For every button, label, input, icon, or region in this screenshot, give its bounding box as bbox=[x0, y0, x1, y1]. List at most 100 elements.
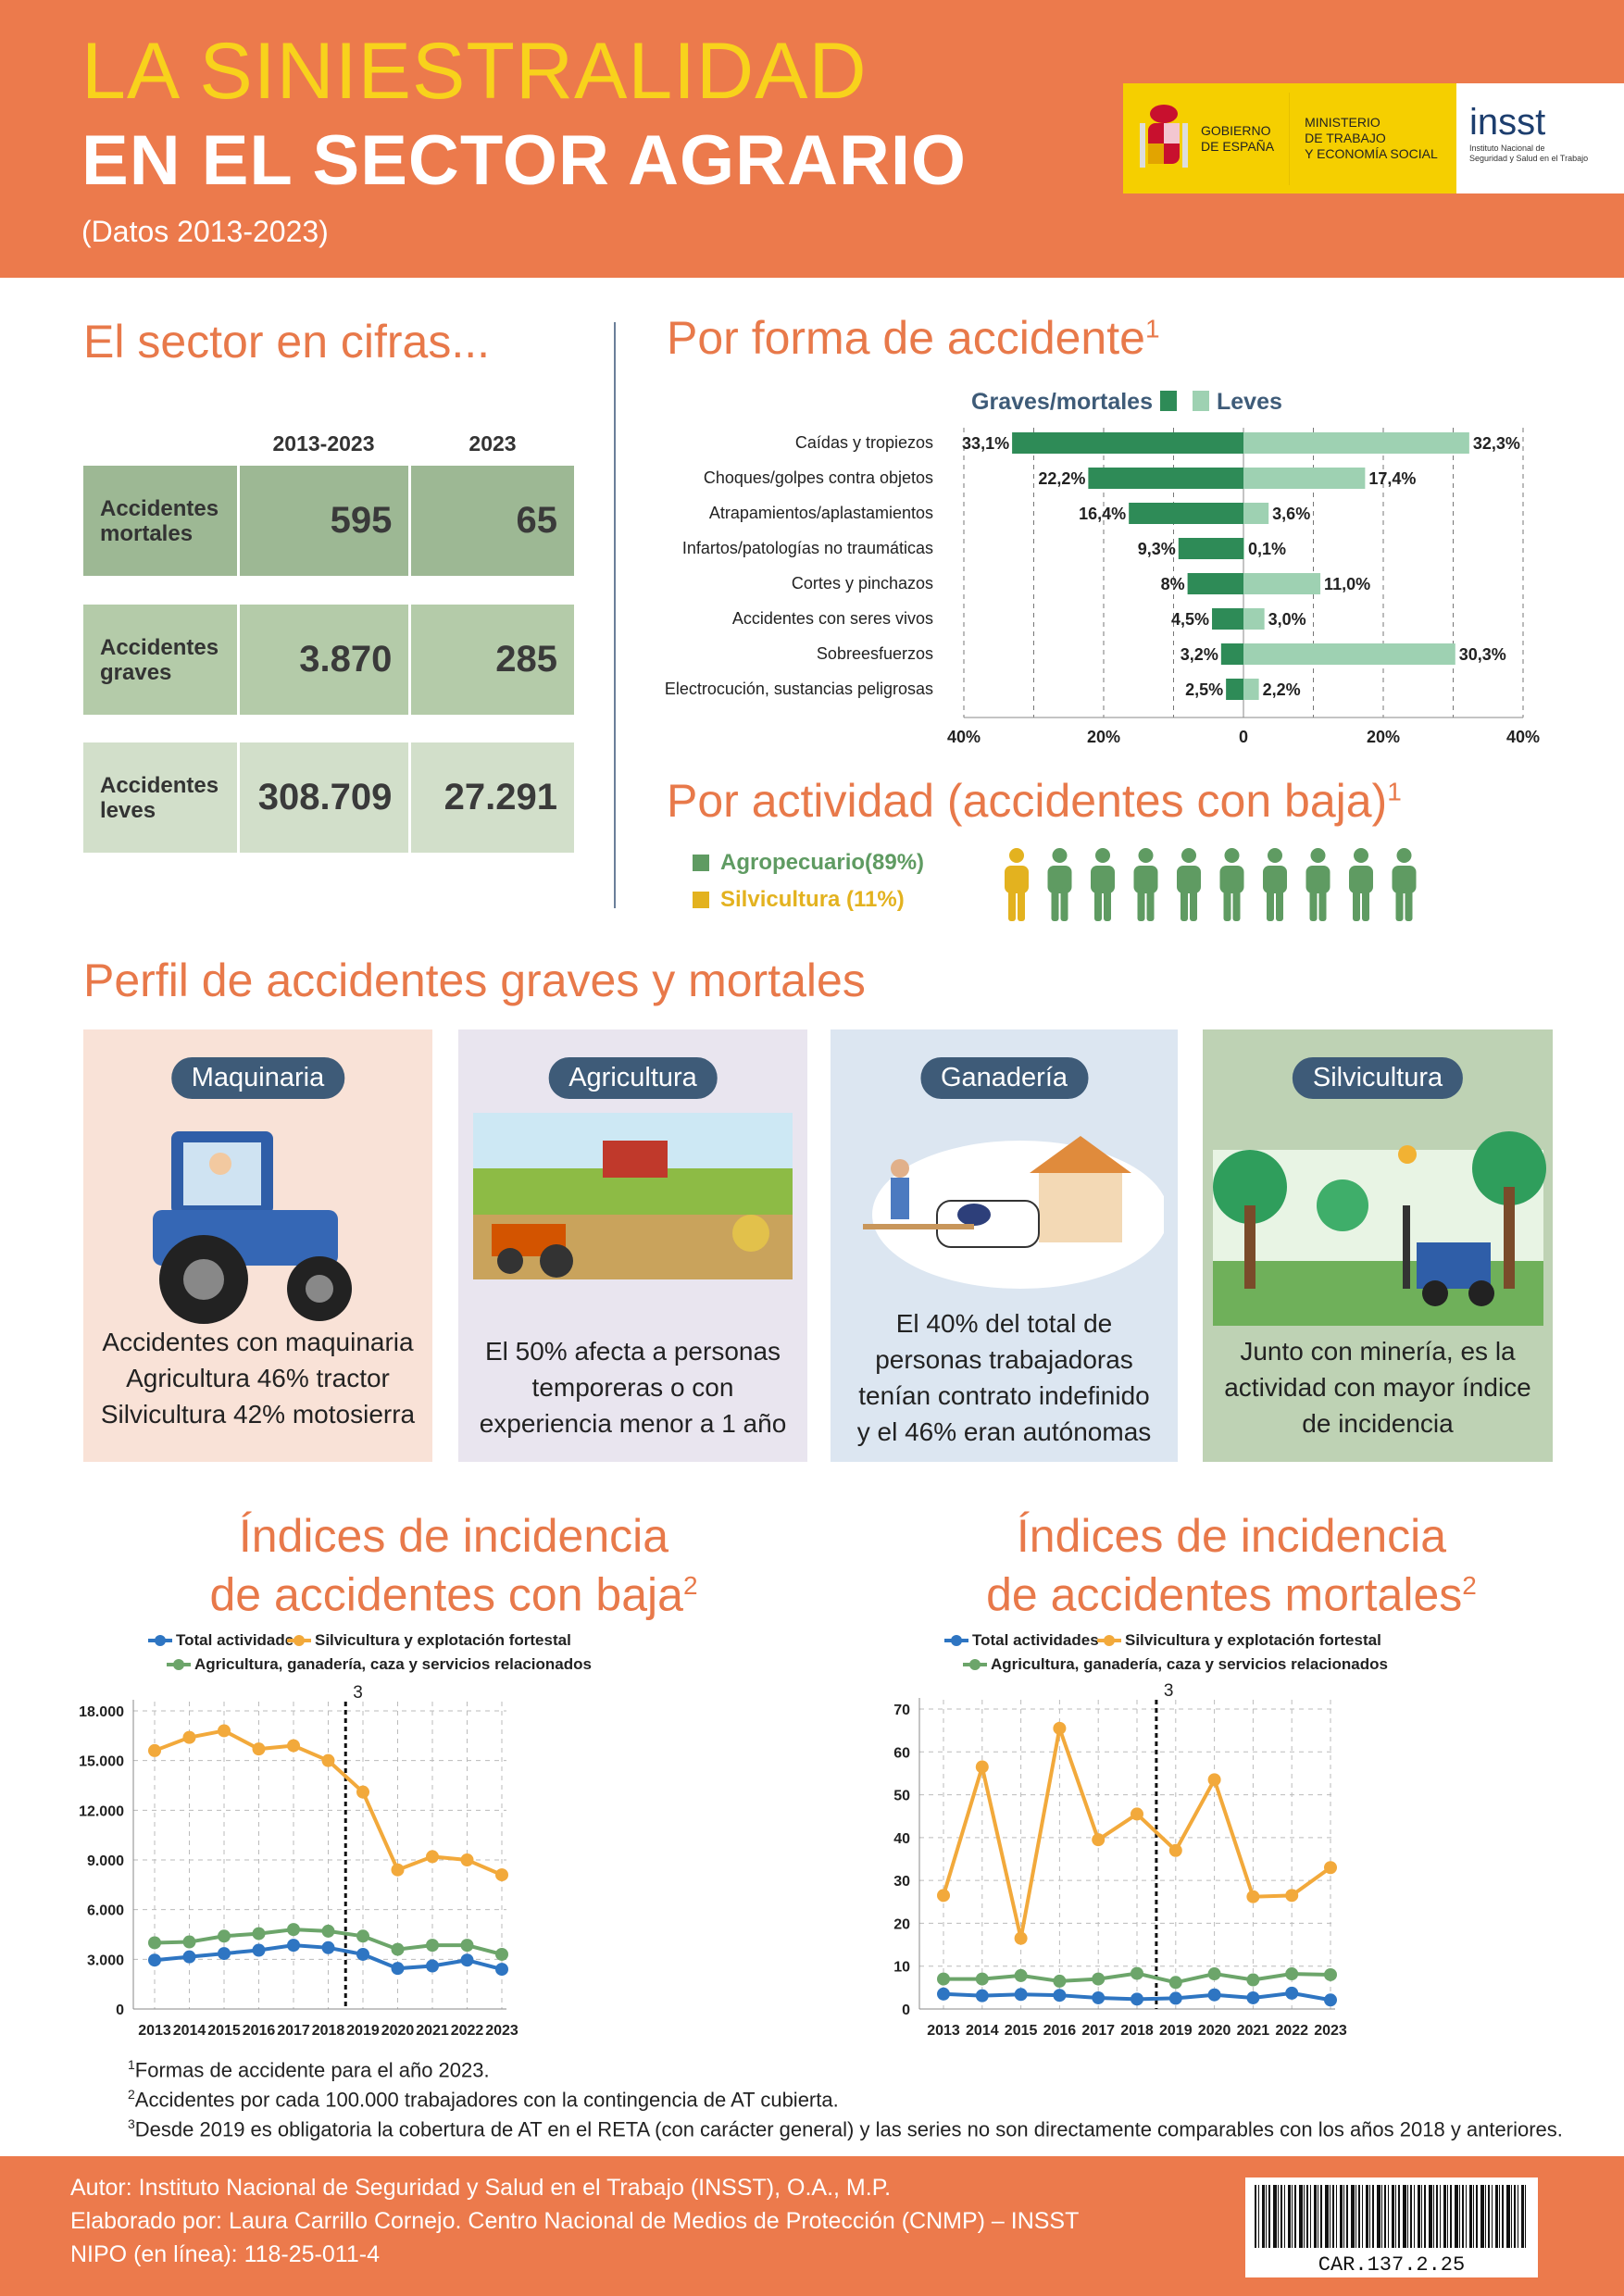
y-tick-label: 30 bbox=[893, 1874, 910, 1890]
x-tick-label: 2015 bbox=[1005, 2023, 1038, 2039]
barcode-bar bbox=[1366, 2185, 1368, 2248]
legend-swatch bbox=[1193, 391, 1209, 411]
barcode-bar bbox=[1310, 2185, 1311, 2248]
data-point bbox=[495, 1868, 508, 1882]
footnote-number: 2 bbox=[128, 2087, 135, 2102]
data-point bbox=[252, 1943, 266, 1957]
barcode-bar bbox=[1369, 2185, 1370, 2248]
data-point bbox=[1014, 1968, 1028, 1982]
category-label: Atrapamientos/aplastamientos bbox=[709, 504, 933, 522]
barcode-bar bbox=[1299, 2185, 1303, 2248]
barcode-bar bbox=[1340, 2185, 1343, 2248]
bar-leves bbox=[1243, 432, 1469, 454]
y-tick-label: 20 bbox=[893, 1916, 910, 1932]
data-label: 16,4% bbox=[1079, 505, 1126, 523]
bar-graves bbox=[1012, 432, 1243, 454]
x-tick-label: 2020 bbox=[381, 2023, 415, 2039]
barcode-bar bbox=[1495, 2185, 1498, 2248]
person-icon bbox=[1005, 848, 1029, 921]
bar-graves bbox=[1129, 503, 1243, 524]
barcode-bar bbox=[1292, 2185, 1293, 2248]
data-label: 11,0% bbox=[1324, 575, 1370, 593]
subtitle: (Datos 2013-2023) bbox=[81, 215, 329, 248]
data-point bbox=[426, 1959, 439, 1973]
barcode-bar bbox=[1266, 2185, 1267, 2248]
legend-label: Silvicultura y explotación fortestal bbox=[1125, 1631, 1381, 1649]
data-point bbox=[1131, 1966, 1143, 1980]
data-point bbox=[1053, 1974, 1067, 1988]
barcode-bar bbox=[1514, 2185, 1516, 2248]
y-tick-label: 6.000 bbox=[87, 1903, 124, 1919]
data-point bbox=[252, 1742, 266, 1756]
legend-swatch bbox=[693, 855, 709, 871]
data-point bbox=[1053, 1721, 1067, 1735]
x-tick-label: 2018 bbox=[312, 2023, 345, 2039]
card-text-line: y el 46% eran autónomas bbox=[856, 1417, 1152, 1446]
col-header-year: 2023 bbox=[468, 431, 517, 455]
actividad-title: Por actividad (accidentes con baja)1 bbox=[667, 774, 1402, 828]
data-point bbox=[1324, 1861, 1337, 1875]
profile-card-silvicultura: Silvicultura Junto con minería, es la acti… bbox=[1203, 1029, 1553, 1462]
y-tick-label: 60 bbox=[893, 1745, 910, 1761]
barcode-bar bbox=[1499, 2185, 1500, 2248]
value-2023: 27.291 bbox=[411, 742, 575, 853]
card-text-line: El 40% del total de bbox=[895, 1309, 1113, 1338]
legend-label: Agricultura, ganadería, caza y servicios… bbox=[194, 1655, 592, 1673]
footnote-ref: 1 bbox=[1144, 314, 1160, 343]
footnote: 2Accidentes por cada 100.000 trabajadore… bbox=[128, 2087, 839, 2112]
x-tick-label: 2014 bbox=[173, 2023, 206, 2039]
person-icon bbox=[1305, 848, 1330, 921]
baja-line-chart: Total actividades Silvicultura y explotac… bbox=[79, 1631, 592, 2039]
card-label-pill: Maquinaria bbox=[170, 1057, 345, 1099]
barcode-bar bbox=[1492, 2185, 1493, 2248]
data-point bbox=[460, 1953, 474, 1967]
data-point bbox=[1092, 1990, 1106, 2004]
data-point bbox=[148, 1936, 161, 1950]
legend-swatch bbox=[1160, 391, 1177, 411]
barcode-bar bbox=[1403, 2185, 1406, 2248]
data-point bbox=[1285, 1986, 1299, 2000]
col-header-period: 2013-2023 bbox=[272, 431, 375, 455]
data-label: 0,1% bbox=[1248, 540, 1286, 558]
card-text-line: Silvicultura 42% motosierra bbox=[100, 1400, 416, 1429]
data-point bbox=[975, 1972, 989, 1986]
barcode-bar bbox=[1485, 2185, 1486, 2248]
barcode-bar bbox=[1455, 2185, 1458, 2248]
insst-logo: insst Instituto Nacional de Seguridad y … bbox=[1456, 83, 1624, 193]
profile-card-maquinaria: Maquinaria Accidentes con maquinaria Agric… bbox=[83, 1029, 432, 1462]
card-text-line: experiencia menor a 1 año bbox=[479, 1409, 787, 1438]
profile-card-agricultura: Agricultura El 50% afecta a personas tempo… bbox=[458, 1029, 807, 1462]
data-label: 4,5% bbox=[1171, 610, 1209, 629]
barcode-bar bbox=[1320, 2185, 1322, 2248]
barcode-bar bbox=[1351, 2185, 1355, 2248]
value-period: 3.870 bbox=[239, 605, 409, 715]
cifras-row: Accidentes leves 308.709 27.291 bbox=[83, 742, 575, 853]
legend-swatch bbox=[693, 892, 709, 908]
barcode-bar bbox=[1372, 2185, 1374, 2248]
y-tick-label: 9.000 bbox=[87, 1853, 124, 1869]
barcode-bar bbox=[1450, 2185, 1452, 2248]
x-tick-label: 2017 bbox=[277, 2023, 310, 2039]
barcode-text: CAR.137.2.25 bbox=[1318, 2253, 1465, 2277]
x-tick-label: 2019 bbox=[1159, 2023, 1193, 2039]
data-point bbox=[1207, 1773, 1221, 1787]
data-point bbox=[321, 1753, 335, 1767]
data-label: 22,2% bbox=[1038, 469, 1085, 488]
agriculture-illustration bbox=[473, 1113, 793, 1279]
row-label: Accidentes graves bbox=[83, 605, 237, 715]
barcode-bar bbox=[1398, 2185, 1400, 2248]
x-tick-label: 20% bbox=[1367, 728, 1400, 746]
y-tick-label: 40 bbox=[893, 1831, 910, 1847]
data-point bbox=[426, 1939, 439, 1953]
value-period: 308.709 bbox=[239, 742, 409, 853]
barcode-bar bbox=[1284, 2185, 1285, 2248]
person-icon bbox=[1133, 848, 1158, 921]
category-label: Choques/golpes contra objetos bbox=[704, 468, 933, 487]
barcode-bar bbox=[1258, 2185, 1259, 2248]
legend-graves: Graves/mortales bbox=[971, 389, 1153, 415]
card-text-line: Junto con minería, es la bbox=[1240, 1337, 1516, 1366]
data-point bbox=[460, 1939, 474, 1953]
legend-item: Silvicultura y explotación fortestal bbox=[287, 1631, 571, 1649]
barcode-bar bbox=[1384, 2185, 1386, 2248]
barcode-bar bbox=[1346, 2185, 1348, 2248]
